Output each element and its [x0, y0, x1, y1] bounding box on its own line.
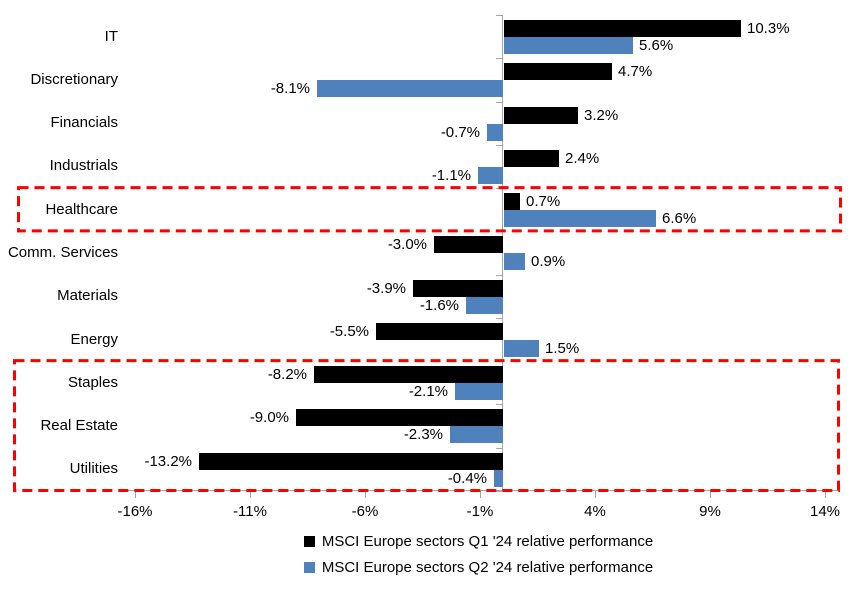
bar-q1-materials [413, 280, 503, 297]
x-tick-label: 14% [809, 503, 841, 520]
category-label-utilities: Utilities [69, 460, 118, 477]
y-axis-tick [496, 318, 502, 319]
category-label-real-estate: Real Estate [40, 417, 118, 434]
bar-q1-it [504, 20, 741, 37]
data-label: 2.4% [565, 150, 600, 167]
legend-swatch-q2-icon [303, 562, 315, 573]
data-label: 5.6% [639, 37, 674, 54]
legend-label-q1: MSCI Europe sectors Q1 '24 relative perf… [321, 533, 654, 550]
bar-q1-financials [504, 107, 578, 124]
y-axis-tick [496, 404, 502, 405]
legend-item-q1: MSCI Europe sectors Q1 '24 relative perf… [303, 533, 654, 550]
x-tick-label: -11% [233, 503, 267, 520]
bar-q1-real-estate [296, 409, 503, 426]
x-axis-tick [365, 490, 366, 498]
data-label: -3.0% [387, 236, 427, 253]
bar-q2-staples [455, 383, 503, 400]
x-axis-tick [595, 490, 596, 498]
y-axis-tick [496, 188, 502, 189]
data-label: -2.3% [403, 426, 443, 443]
y-axis-tick [496, 102, 502, 103]
bar-q1-industrials [504, 150, 559, 167]
data-label: -13.2% [144, 453, 192, 470]
category-label-discretionary: Discretionary [30, 71, 118, 88]
category-label-materials: Materials [57, 287, 118, 304]
bar-q1-utilities [199, 453, 503, 470]
x-axis-tick [825, 490, 826, 498]
bar-q2-industrials [478, 167, 503, 184]
data-label: -0.7% [440, 124, 480, 141]
data-label: -3.9% [366, 280, 406, 297]
data-label: 0.7% [526, 193, 561, 210]
legend-label-q2: MSCI Europe sectors Q2 '24 relative perf… [321, 559, 654, 576]
x-axis-tick [480, 490, 481, 498]
legend: MSCI Europe sectors Q1 '24 relative perf… [105, 533, 852, 576]
bar-q1-healthcare [504, 193, 520, 210]
bar-q2-energy [504, 340, 539, 357]
y-axis-tick [496, 15, 502, 16]
y-axis-tick [496, 58, 502, 59]
x-tick-label: -6% [351, 503, 379, 520]
y-axis-line [502, 15, 503, 491]
y-axis-tick [496, 275, 502, 276]
x-tick-label: 9% [699, 503, 721, 520]
y-axis-tick [496, 145, 502, 146]
data-label: -2.1% [408, 383, 448, 400]
category-label-staples: Staples [67, 374, 118, 391]
bar-q2-healthcare [504, 210, 656, 227]
legend-swatch-q1-icon [303, 536, 315, 547]
bar-q1-staples [314, 366, 503, 383]
bar-q2-comm-services [504, 253, 525, 270]
data-label: 4.7% [618, 63, 653, 80]
x-tick-label: -16% [117, 503, 153, 520]
x-tick-label: -1% [466, 503, 494, 520]
data-label: -1.1% [431, 167, 471, 184]
y-axis-tick [496, 448, 502, 449]
data-label: 1.5% [545, 340, 580, 357]
y-axis-tick [496, 361, 502, 362]
x-axis-tick [135, 490, 136, 498]
bar-q2-utilities [494, 470, 503, 487]
bar-q2-real-estate [450, 426, 503, 443]
category-label-comm-services: Comm. Services [7, 244, 118, 261]
bar-q1-energy [376, 323, 503, 340]
category-label-healthcare: Healthcare [45, 201, 118, 218]
y-axis-tick [496, 231, 502, 232]
data-label: -8.1% [270, 80, 310, 97]
y-axis-tick [496, 491, 502, 492]
bar-q2-materials [466, 297, 503, 314]
legend-item-q2: MSCI Europe sectors Q2 '24 relative perf… [303, 559, 654, 576]
x-tick-label: 4% [584, 503, 606, 520]
x-axis-tick [250, 490, 251, 498]
data-label: -5.5% [329, 323, 369, 340]
data-label: 10.3% [747, 20, 790, 37]
bar-q2-financials [487, 124, 503, 141]
data-label: 3.2% [584, 107, 619, 124]
category-label-it: IT [104, 28, 118, 45]
data-label: 6.6% [662, 210, 697, 227]
category-label-financials: Financials [50, 114, 118, 131]
data-label: -0.4% [447, 470, 487, 487]
data-label: 0.9% [531, 253, 566, 270]
category-label-industrials: Industrials [49, 157, 118, 174]
bar-q1-discretionary [504, 63, 612, 80]
data-label: -1.6% [419, 297, 459, 314]
x-axis-tick [710, 490, 711, 498]
highlight-box-1 [17, 186, 842, 233]
data-label: -9.0% [249, 409, 289, 426]
bar-q2-it [504, 37, 633, 54]
category-label-energy: Energy [70, 331, 118, 348]
data-label: -8.2% [267, 366, 307, 383]
bar-q1-comm-services [434, 236, 503, 253]
bar-q2-discretionary [317, 80, 503, 97]
